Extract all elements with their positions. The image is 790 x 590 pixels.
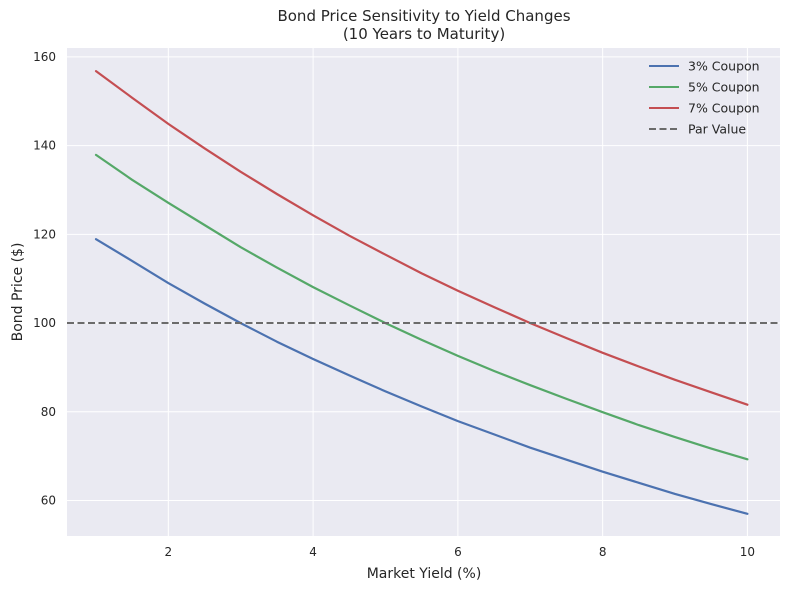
series-line-5-coupon xyxy=(94,153,749,461)
y-axis-label: Bond Price ($) xyxy=(10,243,26,342)
y-tick-label: 100 xyxy=(33,316,56,330)
y-tick-label: 140 xyxy=(33,139,56,153)
y-tick-label: 120 xyxy=(33,227,56,241)
legend-label-7-coupon: 7% Coupon xyxy=(688,101,760,116)
y-tick-label: 80 xyxy=(41,405,56,419)
legend: 3% Coupon 5% Coupon 7% Coupon Par Value xyxy=(649,59,760,137)
titles: Bond Price Sensitivity to Yield Changes … xyxy=(277,7,570,43)
series-line-3-coupon xyxy=(94,238,749,515)
legend-label-5-coupon: 5% Coupon xyxy=(688,80,760,95)
chart-subtitle: (10 Years to Maturity) xyxy=(343,25,505,43)
chart-title: Bond Price Sensitivity to Yield Changes xyxy=(277,7,570,25)
x-tick-label: 4 xyxy=(309,545,317,559)
y-tick-label: 60 xyxy=(41,494,56,508)
series-lines xyxy=(67,70,780,515)
legend-label-3-coupon: 3% Coupon xyxy=(688,59,760,74)
plot-area xyxy=(67,48,780,536)
series-line-7-coupon xyxy=(94,70,749,406)
tick-labels: 2 4 6 8 10 60 80 100 120 140 160 xyxy=(33,50,755,559)
x-tick-label: 8 xyxy=(599,545,607,559)
x-axis-label: Market Yield (%) xyxy=(367,566,482,582)
y-tick-label: 160 xyxy=(33,50,56,64)
legend-label-par-value: Par Value xyxy=(688,122,746,137)
grid xyxy=(67,48,780,536)
x-tick-label: 2 xyxy=(165,545,173,559)
x-tick-label: 10 xyxy=(740,545,755,559)
x-tick-label: 6 xyxy=(454,545,462,559)
